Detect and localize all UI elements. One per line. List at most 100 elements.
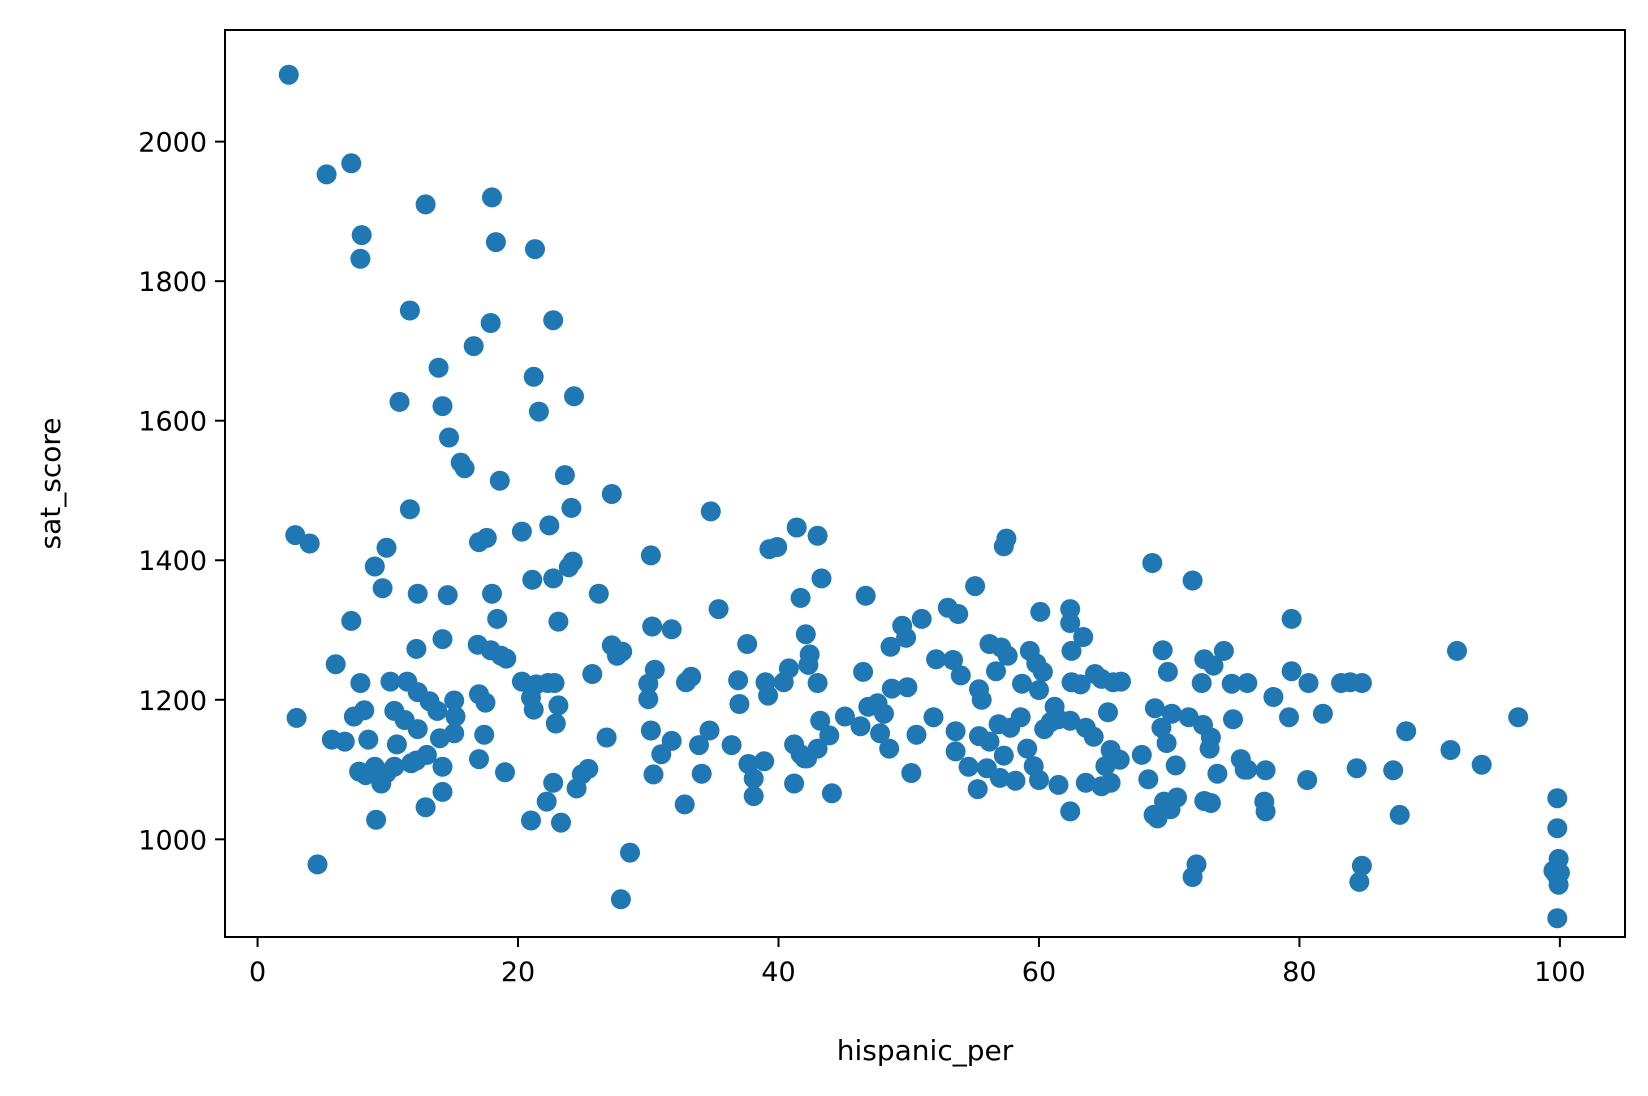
- data-point: [1191, 673, 1212, 693]
- data-point: [1048, 774, 1069, 795]
- data-point: [795, 624, 816, 645]
- data-point: [870, 723, 891, 744]
- data-point: [855, 585, 876, 606]
- data-point: [469, 749, 489, 770]
- data-point: [1029, 770, 1049, 790]
- data-point: [596, 727, 617, 748]
- data-point: [640, 545, 661, 566]
- data-point: [965, 576, 986, 597]
- data-point: [879, 738, 900, 759]
- data-point: [1547, 788, 1568, 809]
- data-point: [416, 744, 437, 765]
- data-point: [351, 225, 372, 246]
- data-point: [1030, 601, 1051, 622]
- data-point: [821, 783, 842, 804]
- data-point: [511, 521, 532, 542]
- data-point: [1207, 763, 1228, 784]
- data-point: [444, 723, 465, 744]
- data-point: [1157, 661, 1178, 682]
- data-point: [1138, 769, 1159, 790]
- data-point: [1075, 772, 1096, 793]
- data-point: [427, 700, 448, 721]
- data-point: [482, 187, 502, 208]
- data-point: [853, 661, 874, 682]
- data-point: [432, 629, 453, 650]
- data-point: [874, 703, 894, 724]
- data-point: [737, 634, 758, 654]
- data-point: [881, 678, 902, 699]
- data-point: [415, 194, 436, 215]
- data-point: [1142, 553, 1163, 573]
- data-point: [1396, 721, 1417, 742]
- data-point: [1234, 759, 1255, 780]
- data-point: [1060, 613, 1081, 633]
- data-point: [437, 585, 458, 606]
- data-point: [1012, 673, 1032, 694]
- data-point: [475, 692, 496, 713]
- data-point: [1440, 740, 1461, 760]
- data-point: [407, 719, 428, 740]
- data-point: [1255, 801, 1276, 822]
- data-point: [681, 666, 702, 687]
- data-point: [807, 673, 828, 693]
- data-point: [819, 725, 840, 746]
- data-point: [923, 707, 944, 728]
- data-point: [708, 599, 729, 620]
- data-point: [525, 239, 545, 260]
- data-point: [551, 812, 571, 833]
- data-point: [495, 762, 515, 783]
- data-point: [350, 673, 371, 693]
- data-point: [406, 638, 427, 659]
- data-point: [945, 721, 966, 742]
- data-point: [1100, 772, 1121, 793]
- data-point: [476, 527, 497, 548]
- data-point: [341, 610, 362, 631]
- data-point: [986, 661, 1006, 682]
- data-point: [1095, 756, 1116, 777]
- data-point: [463, 336, 484, 357]
- data-point: [386, 734, 407, 755]
- data-point: [343, 706, 364, 727]
- plot-frame: [224, 29, 1626, 938]
- data-point: [1060, 710, 1081, 731]
- data-point: [689, 735, 709, 756]
- data-point: [1351, 855, 1372, 876]
- data-point: [721, 735, 742, 756]
- data-point: [1213, 640, 1234, 661]
- data-point: [767, 537, 788, 557]
- data-point: [523, 366, 544, 387]
- data-point: [948, 604, 969, 624]
- data-point: [1111, 671, 1131, 692]
- data-point: [1549, 862, 1570, 883]
- data-point: [432, 396, 453, 417]
- data-point: [979, 731, 1000, 752]
- data-point: [661, 619, 682, 640]
- data-point: [522, 569, 543, 590]
- y-axis-title: sat_score: [34, 418, 67, 550]
- x-tick-label: 100: [1534, 957, 1586, 988]
- data-point: [554, 465, 575, 486]
- data-point: [897, 677, 918, 698]
- data-point: [428, 357, 449, 378]
- data-point: [798, 654, 819, 675]
- x-tick-label: 0: [249, 957, 266, 988]
- data-point: [1083, 726, 1104, 747]
- data-point: [539, 515, 560, 536]
- data-point: [811, 568, 832, 589]
- data-point: [610, 889, 631, 910]
- data-point: [1070, 674, 1091, 695]
- data-point: [350, 248, 371, 269]
- data-point: [784, 773, 805, 794]
- data-point: [1255, 760, 1276, 781]
- data-point: [601, 484, 622, 504]
- data-point: [543, 568, 564, 589]
- data-point: [1279, 707, 1299, 728]
- data-point: [1161, 703, 1182, 724]
- data-point: [810, 710, 831, 731]
- x-tick-label: 20: [501, 957, 535, 988]
- data-point: [996, 528, 1017, 549]
- data-point: [1032, 661, 1053, 682]
- data-point: [1182, 570, 1203, 591]
- data-point: [1131, 744, 1152, 765]
